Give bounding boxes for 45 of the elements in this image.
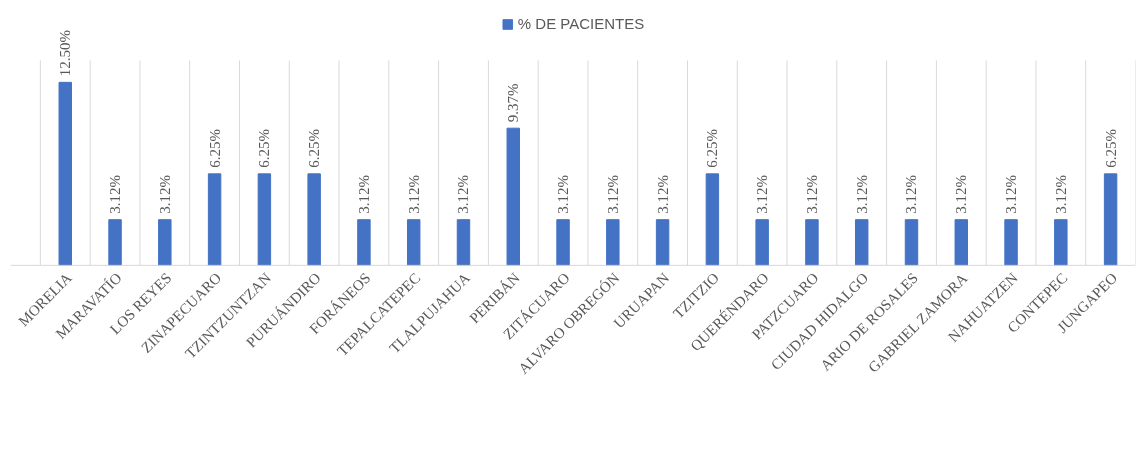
data-label: 6.25% xyxy=(704,129,721,168)
bar xyxy=(1103,173,1118,266)
data-label: 3.12% xyxy=(405,174,422,214)
data-label: 12.50% xyxy=(57,30,74,77)
data-label: 6.25% xyxy=(306,129,323,168)
data-label: 6.25% xyxy=(1102,129,1119,168)
data-label: 3.12% xyxy=(953,174,970,214)
data-label: 9.37% xyxy=(505,83,522,123)
bar xyxy=(805,219,819,266)
bar xyxy=(207,173,222,266)
data-label: 3.12% xyxy=(1052,174,1069,214)
data-label: 3.12% xyxy=(355,174,372,214)
bar xyxy=(58,81,72,266)
data-label: 6.25% xyxy=(256,129,273,168)
bar xyxy=(705,173,720,266)
bar xyxy=(854,219,869,266)
bar xyxy=(506,127,520,266)
bar xyxy=(904,219,919,266)
data-label: 3.12% xyxy=(555,174,572,214)
bar xyxy=(606,219,620,266)
bar xyxy=(456,219,471,266)
bar xyxy=(307,173,321,266)
bar xyxy=(655,219,670,266)
bar xyxy=(1054,219,1068,266)
bar xyxy=(755,219,769,266)
data-label: 3.12% xyxy=(604,174,621,214)
data-label: 3.12% xyxy=(1003,174,1020,214)
data-label: 3.12% xyxy=(156,174,173,214)
data-label: 3.12% xyxy=(903,174,920,214)
data-label: 6.25% xyxy=(206,129,223,168)
bar xyxy=(1004,219,1018,266)
bar xyxy=(257,173,272,266)
data-label: 3.12% xyxy=(654,174,671,214)
bar xyxy=(108,219,122,266)
bar xyxy=(357,219,371,266)
legend-label: % DE PACIENTES xyxy=(517,15,645,32)
data-label: 3.12% xyxy=(754,174,771,214)
data-label: 3.12% xyxy=(107,174,124,214)
data-label: 3.12% xyxy=(853,174,870,214)
bar xyxy=(954,219,968,266)
bar xyxy=(158,219,172,266)
bar xyxy=(556,219,570,266)
data-label: 3.12% xyxy=(803,174,820,214)
data-label: 3.12% xyxy=(455,174,472,214)
bar xyxy=(406,219,421,266)
